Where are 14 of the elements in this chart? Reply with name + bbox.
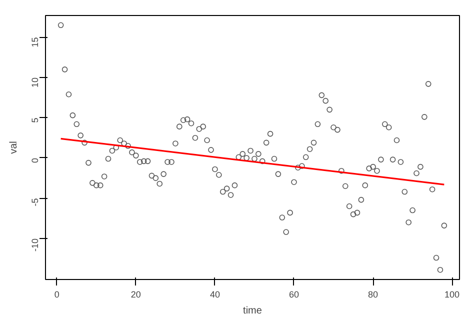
x-tick-label: 0 <box>54 290 60 300</box>
x-tick-label: 60 <box>288 290 300 300</box>
x-tick-label: 40 <box>210 290 220 300</box>
x-tick-label: 100 <box>444 290 460 300</box>
y-tick-label: 15 <box>30 37 40 48</box>
y-tick-label: -5 <box>30 198 40 206</box>
y-axis-title: val <box>8 141 20 154</box>
y-tick-label: 5 <box>30 118 40 123</box>
y-tick-label: 0 <box>30 158 40 163</box>
x-axis-title: time <box>243 306 262 316</box>
y-tick-label: -10 <box>30 238 40 252</box>
x-tick-label: 80 <box>368 290 378 300</box>
x-tick-label: 20 <box>130 290 141 300</box>
y-tick-label: 10 <box>30 77 40 88</box>
